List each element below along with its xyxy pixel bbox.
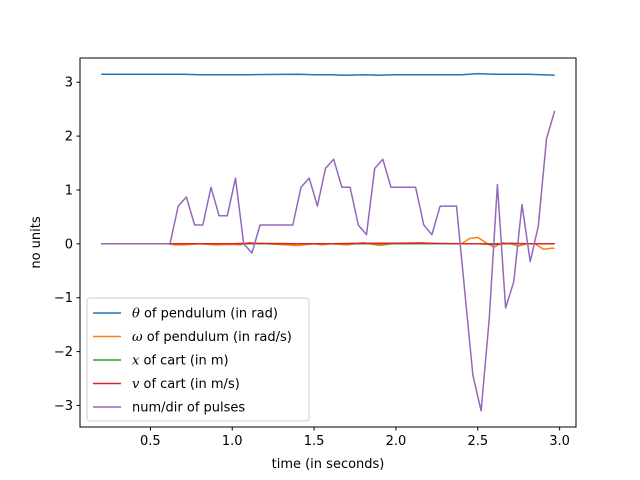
legend-entry-1: ω of pendulum (in rad/s): [132, 330, 292, 345]
legend: θ of pendulum (in rad) ω of pendulum (in …: [86, 297, 310, 422]
series-line-3: [101, 242, 555, 246]
legend-entry-2: x of cart (in m): [132, 354, 229, 369]
y-tick-label-2: −1: [54, 291, 73, 306]
y-tick-label-4: 1: [65, 183, 73, 198]
y-tick-label-5: 2: [65, 130, 73, 145]
x-tick-label-5: 3.0: [549, 434, 570, 449]
x-tick-label-0: 0.5: [140, 434, 161, 449]
y-axis-ticks: −3 −2 −1 0 1 2 3: [54, 76, 80, 414]
x-tick-label-2: 1.5: [304, 434, 325, 449]
x-tick-label-4: 2.5: [467, 434, 488, 449]
legend-box: [86, 297, 310, 422]
y-tick-label-1: −2: [54, 345, 73, 360]
y-tick-label-0: −3: [54, 399, 73, 414]
legend-entry-0: θ of pendulum (in rad): [132, 307, 278, 322]
y-axis-label: no units: [29, 216, 44, 269]
series-line-4: [101, 110, 556, 412]
x-axis-label: time (in seconds): [272, 457, 385, 472]
y-tick-label-6: 3: [65, 76, 73, 91]
x-tick-label-1: 1.0: [222, 434, 243, 449]
x-tick-label-3: 2.0: [386, 434, 407, 449]
plot-frame: [79, 57, 577, 428]
series-layer: [101, 72, 556, 412]
legend-entry-4: num/dir of pulses: [132, 401, 245, 416]
legend-entry-3: v of cart (in m/s): [132, 377, 240, 392]
series-line-0: [101, 72, 555, 76]
x-axis-ticks: 0.5 1.0 1.5 2.0 2.5 3.0: [140, 427, 570, 449]
y-tick-label-3: 0: [65, 237, 73, 252]
